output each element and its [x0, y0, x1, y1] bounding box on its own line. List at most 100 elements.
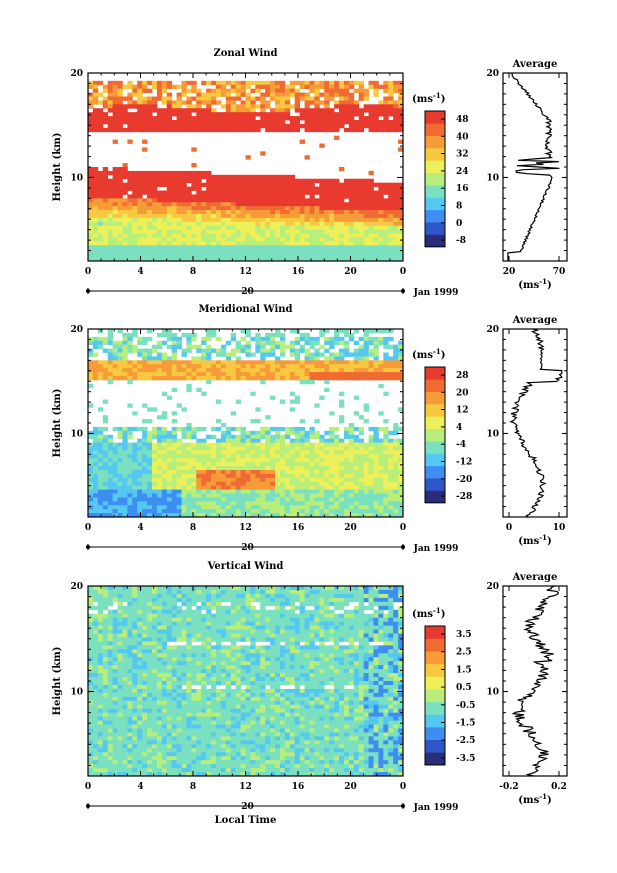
- heatmap-cell: [289, 206, 296, 211]
- heatmap-cell: [122, 360, 128, 365]
- heatmap-cell: [225, 430, 232, 436]
- heatmap-cell: [122, 497, 128, 502]
- heatmap-cell: [353, 253, 360, 258]
- heatmap-cell: [398, 84, 404, 90]
- heatmap-cell: [250, 214, 256, 219]
- heatmap-cell: [299, 229, 305, 234]
- heatmap-cell: [270, 233, 276, 238]
- heatmap-cell: [151, 501, 158, 506]
- heatmap-cell: [166, 241, 173, 246]
- heatmap-cell: [151, 214, 158, 219]
- heatmap-cell: [211, 221, 217, 227]
- heatmap-cell: [334, 217, 340, 223]
- heatmap-cell: [329, 513, 335, 518]
- heatmap-cell: [117, 605, 123, 611]
- heatmap-cell: [171, 372, 177, 377]
- heatmap-cell: [279, 458, 286, 463]
- heatmap-cell: [196, 257, 202, 262]
- heatmap-cell: [161, 450, 168, 455]
- heatmap-cell: [353, 376, 360, 381]
- heatmap-cell: [378, 411, 384, 416]
- heatmap-cell: [294, 120, 301, 125]
- heatmap-cell: [235, 497, 241, 502]
- heatmap-cell: [334, 601, 340, 607]
- heatmap-cell: [92, 586, 99, 591]
- heatmap-cell: [97, 257, 104, 262]
- heatmap-cell: [196, 245, 202, 250]
- heatmap-cell: [196, 454, 202, 459]
- heatmap-cell: [201, 112, 207, 117]
- heatmap-cell: [250, 597, 256, 603]
- heatmap-cell: [279, 360, 286, 365]
- heatmap-cell: [112, 245, 118, 250]
- heatmap-cell: [132, 344, 138, 349]
- heatmap-cell: [324, 470, 330, 475]
- heatmap-cell: [275, 597, 281, 603]
- heatmap-cell: [358, 198, 365, 203]
- heatmap-cell: [166, 513, 173, 518]
- heatmap-cell: [393, 116, 399, 121]
- heatmap-cell: [191, 450, 197, 455]
- heatmap-cell: [309, 88, 315, 93]
- heatmap-cell: [117, 123, 123, 129]
- heatmap-cell: [260, 84, 266, 90]
- heatmap-cell: [230, 462, 237, 467]
- heatmap-cell: [161, 123, 168, 129]
- heatmap-cell: [265, 257, 271, 262]
- heatmap-cell: [151, 253, 158, 258]
- heatmap-cell: [304, 249, 310, 254]
- heatmap-cell: [230, 253, 237, 258]
- heatmap-cell: [245, 344, 251, 349]
- heatmap-cell: [343, 501, 350, 506]
- heatmap-cell: [230, 348, 237, 353]
- heatmap-cell: [230, 198, 237, 203]
- heatmap-cell: [230, 493, 237, 498]
- heatmap-cell: [250, 505, 256, 510]
- heatmap-cell: [329, 426, 335, 432]
- heatmap-cell: [191, 170, 197, 176]
- heatmap-cell: [388, 194, 394, 199]
- heatmap-cell: [132, 364, 138, 369]
- heatmap-cell: [368, 481, 374, 487]
- heatmap-cell: [215, 92, 222, 97]
- heatmap-cell: [206, 485, 212, 490]
- heatmap-cell: [220, 178, 227, 184]
- heatmap-cell: [398, 356, 404, 361]
- heatmap-cell: [191, 372, 197, 377]
- heatmap-cell: [289, 190, 296, 195]
- heatmap-cell: [171, 593, 177, 599]
- heatmap-cell: [132, 229, 138, 234]
- heatmap-cell: [353, 489, 360, 494]
- heatmap-cell: [132, 174, 138, 180]
- heatmap-cell: [107, 485, 114, 490]
- heatmap-cell: [373, 127, 379, 133]
- heatmap-cell: [358, 253, 365, 258]
- heatmap-cell: [279, 434, 286, 440]
- heatmap-cell: [225, 364, 232, 369]
- heatmap-cell: [250, 586, 256, 591]
- heatmap-cell: [225, 229, 232, 234]
- heatmap-cell: [353, 182, 360, 187]
- heatmap-cell: [176, 473, 182, 479]
- heatmap-cell: [245, 364, 251, 369]
- heatmap-cell: [142, 186, 148, 191]
- heatmap-cell: [122, 253, 128, 258]
- heatmap-cell: [294, 493, 301, 498]
- heatmap-cell: [151, 100, 158, 105]
- heatmap-cell: [122, 120, 128, 125]
- heatmap-cell: [151, 249, 158, 254]
- heatmap-cell: [112, 127, 118, 133]
- heatmap-cell: [181, 597, 187, 603]
- heatmap-cell: [166, 182, 173, 187]
- heatmap-cell: [117, 364, 123, 369]
- heatmap-cell: [220, 597, 227, 603]
- heatmap-cell: [156, 182, 163, 187]
- heatmap-cell: [132, 466, 138, 471]
- heatmap-cell: [284, 601, 291, 607]
- heatmap-cell: [88, 202, 94, 207]
- heatmap-cell: [166, 233, 173, 238]
- heatmap-cell: [220, 348, 227, 353]
- heatmap-cell: [329, 88, 335, 93]
- heatmap-cell: [393, 446, 399, 451]
